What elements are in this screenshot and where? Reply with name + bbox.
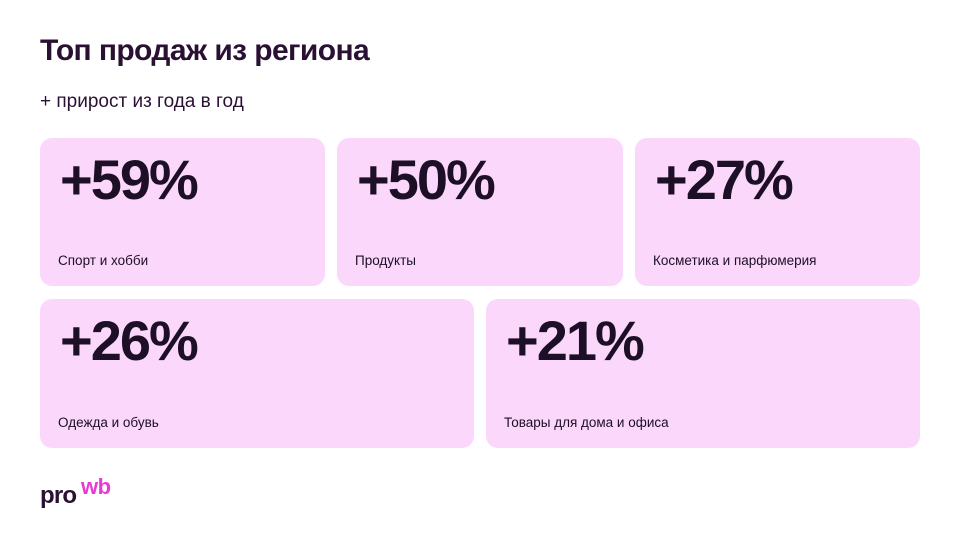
page-subtitle: + прирост из года в год: [40, 91, 244, 112]
stat-card-food: +50% Продукты: [337, 138, 623, 286]
logo-pro-text: pro: [40, 482, 77, 509]
stat-value: +59%: [60, 148, 199, 211]
stat-value: +27%: [655, 148, 794, 211]
prowb-logo: pro wb: [40, 474, 140, 510]
stat-card-clothing: +26% Одежда и обувь: [40, 299, 474, 448]
stat-value: +26%: [60, 309, 199, 372]
stat-card-home-office: +21% Товары для дома и офиса: [486, 299, 920, 448]
stat-label: Одежда и обувь: [58, 415, 159, 430]
stat-label: Продукты: [355, 253, 416, 268]
stat-label: Косметика и парфюмерия: [653, 253, 817, 268]
stat-value: +50%: [357, 148, 496, 211]
stat-label: Товары для дома и офиса: [504, 415, 669, 430]
stat-card-cosmetics: +27% Косметика и парфюмерия: [635, 138, 920, 286]
page-title: Топ продаж из региона: [40, 34, 370, 67]
stat-value: +21%: [506, 309, 645, 372]
logo-wb-text: wb: [81, 474, 111, 499]
stat-card-sport: +59% Спорт и хобби: [40, 138, 325, 286]
stat-label: Спорт и хобби: [58, 253, 149, 268]
